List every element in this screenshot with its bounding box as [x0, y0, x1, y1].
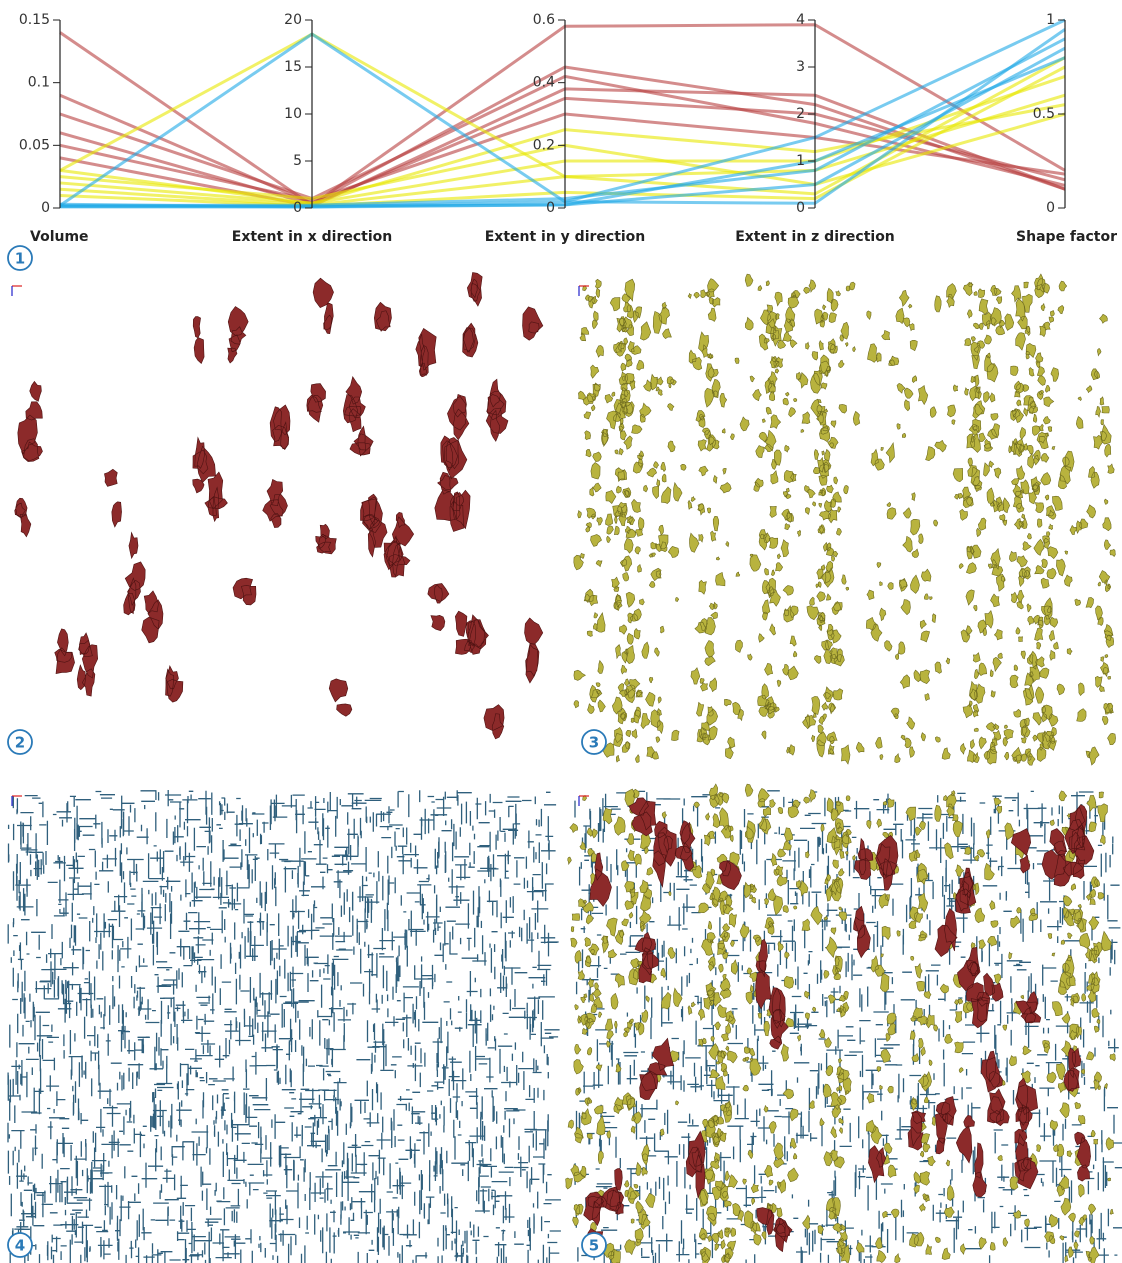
series-line [60, 39, 1065, 206]
axis-label: Extent in z direction [735, 229, 895, 245]
axis-label: Extent in y direction [485, 229, 646, 245]
olive-particles [574, 274, 1116, 765]
tick-label: 1 [1046, 12, 1055, 28]
tick-label: 10 [284, 106, 302, 122]
axis-label: Volume [30, 229, 89, 245]
axis-label: Extent in x direction [232, 229, 392, 245]
tick-label: 0 [796, 200, 805, 216]
tick-label: 4 [796, 12, 805, 28]
tick-label: 0.15 [19, 12, 50, 28]
figure: 00.050.10.15Volume05101520Extent in x di… [0, 0, 1122, 1263]
tick-label: 0.6 [533, 12, 555, 28]
blue-cracks [8, 790, 561, 1263]
panel-number: 3 [589, 734, 599, 752]
tick-label: 2 [796, 106, 805, 122]
tick-label: 0.4 [533, 75, 555, 91]
tick-label: 0.5 [1033, 106, 1055, 122]
olive-particles [566, 784, 1116, 1263]
tick-label: 0 [1046, 200, 1055, 216]
tick-label: 0 [546, 200, 555, 216]
panel-number: 2 [15, 734, 25, 752]
tick-label: 0.05 [19, 137, 50, 153]
tick-label: 0.2 [533, 137, 555, 153]
axis-label: Shape factor [1016, 229, 1117, 245]
red-particles [15, 273, 543, 739]
tick-label: 1 [796, 153, 805, 169]
tick-label: 5 [293, 153, 302, 169]
panel-number: 4 [15, 1237, 25, 1255]
panel-number: 1 [15, 250, 25, 268]
lines [60, 20, 1065, 207]
tick-label: 3 [796, 59, 805, 75]
panel-number: 5 [589, 1237, 599, 1255]
tick-label: 0 [293, 200, 302, 216]
tick-label: 0 [41, 200, 50, 216]
tick-label: 15 [284, 59, 302, 75]
tick-label: 20 [284, 12, 302, 28]
tick-label: 0.1 [28, 75, 50, 91]
